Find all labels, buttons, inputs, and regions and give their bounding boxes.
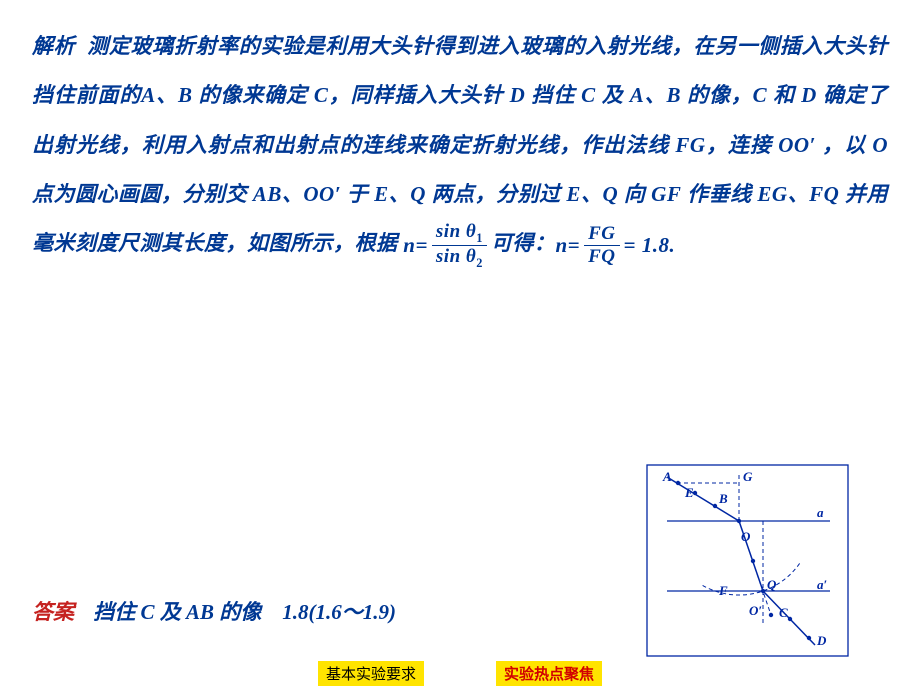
tab-basic[interactable]: 基本实验要求: [318, 661, 424, 686]
svg-text:E: E: [684, 485, 694, 500]
bottom-tabs: 基本实验要求 实验热点聚焦: [0, 661, 920, 686]
solution-paragraph: 解析测定玻璃折射率的实验是利用大头针得到进入玻璃的入射光线，在另一侧插入大头针挡…: [32, 22, 888, 270]
svg-text:a′: a′: [817, 577, 828, 592]
formula-n-sin: n = sin θ1sin θ2: [403, 221, 491, 270]
svg-text:O: O: [741, 529, 751, 544]
svg-text:Q: Q: [767, 577, 777, 592]
formula-n-fgfq: n = FGFQ = 1.8.: [555, 221, 675, 270]
svg-text:D: D: [816, 633, 827, 648]
refraction-diagram: AE BGa O F Qa′ O′ C D: [645, 463, 850, 658]
svg-text:G: G: [743, 469, 753, 484]
svg-text:a: a: [817, 505, 824, 520]
answer-line: 答案 挡住 C 及 AB 的像 1.8(1.6～1.9): [32, 596, 396, 626]
svg-text:O′: O′: [749, 603, 762, 618]
answer-label: 答案: [32, 600, 74, 624]
svg-text:C: C: [779, 605, 788, 620]
tab-focus[interactable]: 实验热点聚焦: [496, 661, 602, 686]
answer-text: 挡住 C 及 AB 的像 1.8(1.6～1.9): [93, 600, 396, 624]
solution-block: 解析测定玻璃折射率的实验是利用大头针得到进入玻璃的入射光线，在另一侧插入大头针挡…: [0, 0, 920, 270]
analysis-label: 解析: [32, 34, 75, 58]
svg-text:B: B: [718, 491, 728, 506]
svg-text:F: F: [718, 583, 728, 598]
svg-text:A: A: [662, 469, 672, 484]
